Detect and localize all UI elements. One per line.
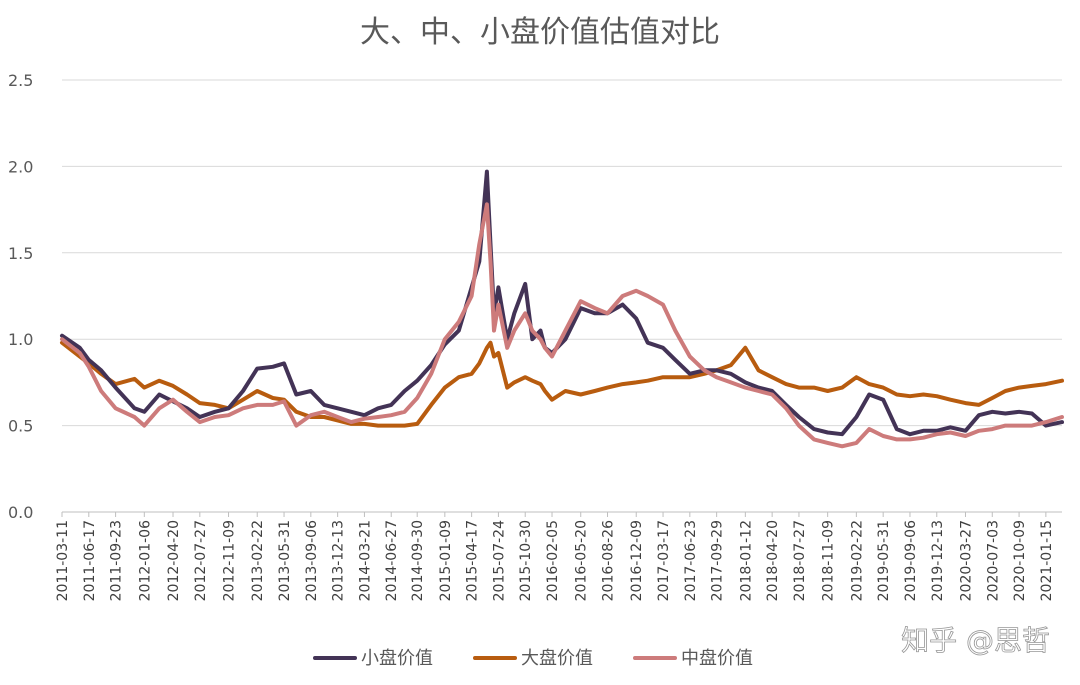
x-tick-label: 2020-03-27 bbox=[958, 520, 974, 601]
x-tick-label: 2017-09-29 bbox=[710, 520, 726, 601]
x-tick-label: 2011-03-11 bbox=[55, 520, 71, 601]
y-tick-label: 0.0 bbox=[8, 503, 33, 522]
x-tick-label: 2016-08-26 bbox=[601, 520, 617, 601]
legend-label-large: 大盘价值 bbox=[521, 648, 593, 669]
x-tick-label: 2013-12-13 bbox=[331, 520, 347, 601]
x-tick-label: 2019-12-13 bbox=[930, 520, 946, 601]
x-tick-label: 2012-04-20 bbox=[166, 520, 182, 601]
x-tick-label: 2016-12-09 bbox=[629, 520, 645, 601]
x-tick-label: 2015-01-09 bbox=[438, 520, 454, 601]
legend-label-small: 小盘价值 bbox=[361, 648, 433, 669]
chart-title: 大、中、小盘价值估值对比 bbox=[360, 15, 720, 50]
x-tick-label: 2017-06-23 bbox=[683, 520, 699, 601]
x-tick-label: 2020-07-03 bbox=[985, 520, 1001, 601]
x-tick-label: 2012-01-06 bbox=[137, 520, 153, 601]
series-line-mid bbox=[60, 202, 1064, 449]
x-tick-label: 2014-09-30 bbox=[410, 520, 426, 601]
x-tick-label: 2020-10-09 bbox=[1012, 520, 1028, 601]
y-tick-label: 1.0 bbox=[8, 330, 33, 349]
x-tick-label: 2015-04-17 bbox=[465, 520, 481, 601]
x-tick-label: 2019-05-31 bbox=[876, 520, 892, 601]
x-tick-label: 2017-03-17 bbox=[656, 520, 672, 601]
legend-label-mid: 中盘价值 bbox=[681, 648, 753, 669]
x-tick-label: 2012-07-27 bbox=[193, 520, 209, 601]
x-tick-label: 2018-11-09 bbox=[821, 520, 837, 601]
x-tick-label: 2013-02-22 bbox=[250, 520, 266, 601]
x-tick-label: 2018-07-27 bbox=[792, 520, 808, 601]
x-tick-label: 2012-11-09 bbox=[222, 520, 238, 601]
y-tick-label: 0.5 bbox=[8, 417, 33, 436]
x-tick-label: 2021-01-15 bbox=[1039, 520, 1055, 601]
x-tick-label: 2014-06-27 bbox=[384, 520, 400, 601]
y-tick-label: 1.5 bbox=[8, 244, 33, 263]
gridlines bbox=[62, 79, 1062, 513]
x-tick-label: 2011-06-17 bbox=[82, 520, 98, 601]
y-tick-label: 2.5 bbox=[8, 71, 33, 90]
watermark-text: 知乎 @思哲 bbox=[901, 624, 1050, 657]
x-tick-label: 2019-02-22 bbox=[849, 520, 865, 601]
x-tick-label: 2018-04-20 bbox=[765, 520, 781, 601]
x-tick-label: 2015-10-30 bbox=[518, 520, 534, 601]
series-line-large bbox=[60, 340, 1064, 428]
x-tick-label: 2011-09-23 bbox=[109, 520, 125, 601]
y-axis-tick-labels: 0.0 0.5 1.0 1.5 2.0 2.5 bbox=[8, 71, 33, 522]
series-lines bbox=[60, 169, 1064, 449]
x-axis-tick-labels: 2011-03-11 2011-06-17 2011-09-23 2012-01-06… bbox=[55, 512, 1055, 601]
x-tick-label: 2016-02-05 bbox=[545, 520, 561, 601]
y-tick-label: 2.0 bbox=[8, 157, 33, 176]
x-tick-label: 2018-01-12 bbox=[738, 520, 754, 601]
x-tick-label: 2013-09-06 bbox=[304, 520, 320, 601]
x-tick-label: 2016-05-20 bbox=[574, 520, 590, 601]
x-tick-label: 2015-07-24 bbox=[491, 520, 507, 601]
x-tick-label: 2019-09-06 bbox=[903, 520, 919, 601]
x-tick-label: 2013-05-31 bbox=[277, 520, 293, 601]
x-tick-label: 2014-03-21 bbox=[357, 520, 373, 601]
legend: 小盘价值 大盘价值 中盘价值 bbox=[313, 648, 753, 669]
